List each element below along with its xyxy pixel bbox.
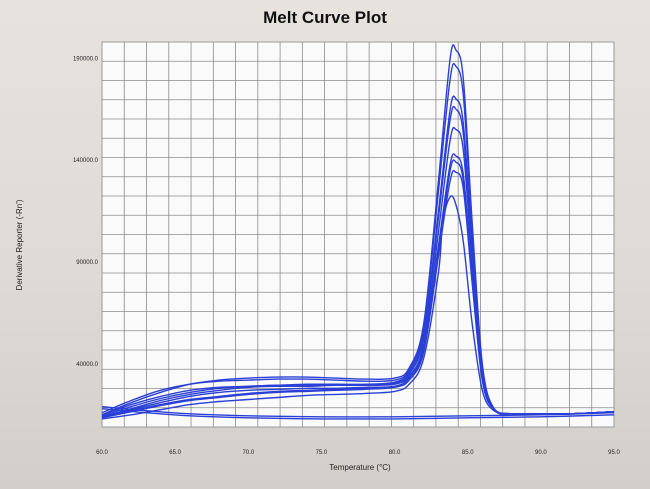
- x-tick-label: 65.0: [169, 450, 181, 456]
- x-tick-label: 90.0: [535, 450, 547, 456]
- x-tick-label: 75.0: [316, 450, 328, 456]
- x-tick-label: 60.0: [96, 450, 108, 456]
- x-axis-label: Temperature (°C): [329, 463, 391, 472]
- x-tick-label: 80.0: [389, 450, 401, 456]
- y-tick-label: 140000.0: [73, 158, 99, 164]
- y-tick-label: 40000.0: [76, 362, 98, 368]
- chart-title: Melt Curve Plot: [263, 8, 387, 27]
- melt-curve-line-9: [101, 195, 615, 420]
- y-tick-label: 190000.0: [73, 56, 99, 62]
- grid-lines: [102, 42, 614, 427]
- y-tick-labels: 40000.0 90000.0 140000.0 190000.0: [73, 56, 99, 368]
- y-tick-label: 90000.0: [76, 260, 98, 266]
- x-tick-label: 70.0: [242, 450, 254, 456]
- melt-curve-line-11: [101, 408, 615, 420]
- series-group: [101, 44, 615, 420]
- x-tick-label: 95.0: [608, 450, 620, 456]
- y-axis-label: Derivative Reporter (-Rn'): [15, 199, 24, 290]
- melt-curve-line-10: [101, 405, 615, 418]
- x-tick-labels: 60.0 65.0 70.0 75.0 80.0 85.0 90.0 95.0: [96, 450, 620, 456]
- x-tick-label: 85.0: [462, 450, 474, 456]
- melt-curve-line-8: [101, 159, 615, 418]
